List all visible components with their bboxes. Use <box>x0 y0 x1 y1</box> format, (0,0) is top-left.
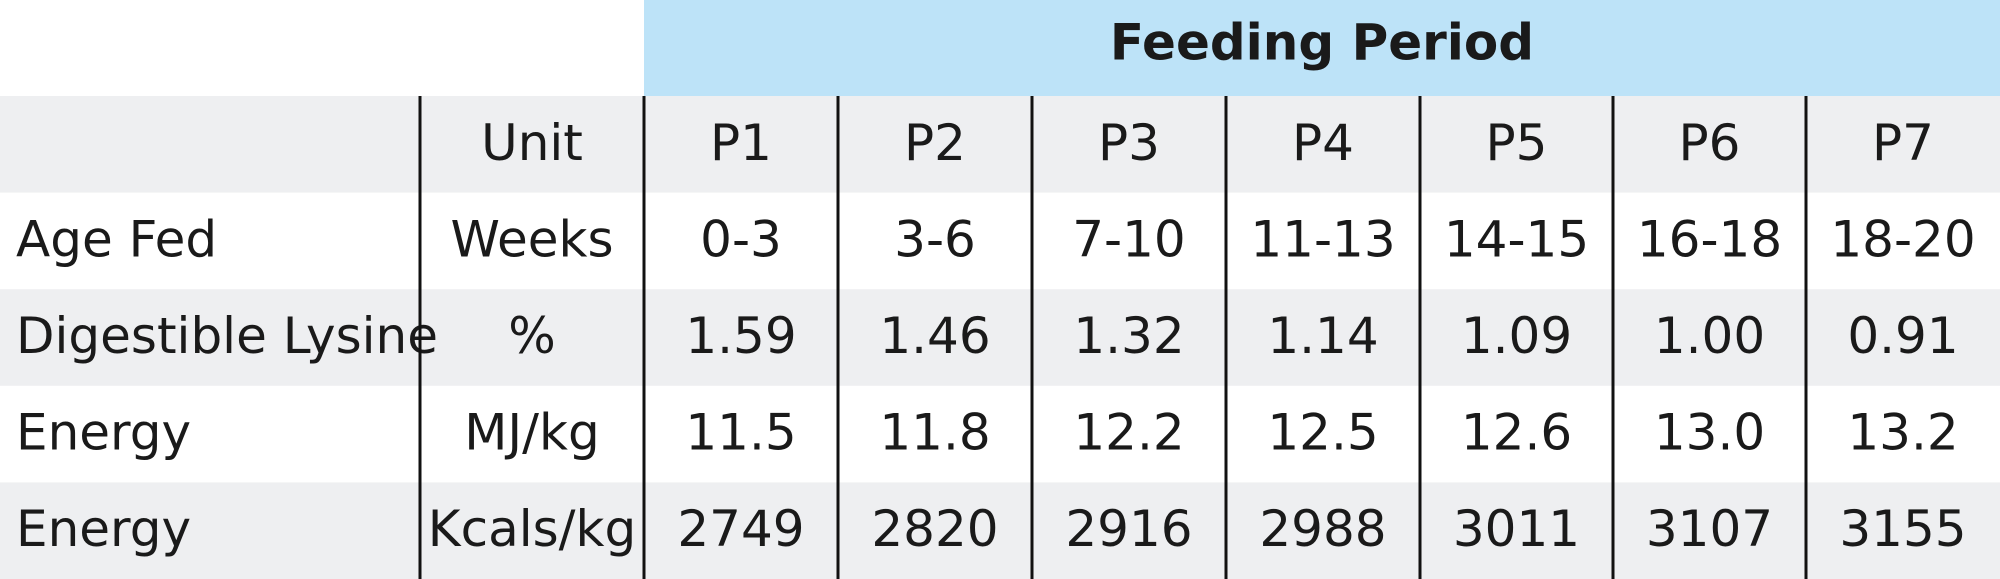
row-label: Age Fed <box>16 210 217 268</box>
column-header: P7 <box>1872 114 1934 172</box>
column-header: P4 <box>1292 114 1354 172</box>
cell: 1.32 <box>1073 307 1184 365</box>
cell: % <box>508 307 556 365</box>
column-header: P1 <box>710 114 772 172</box>
cell: 11.5 <box>685 404 796 462</box>
cell: 0-3 <box>700 210 782 268</box>
cell: 2916 <box>1065 500 1192 558</box>
column-header: P2 <box>904 114 966 172</box>
cell: 14-15 <box>1444 210 1589 268</box>
cell: 12.6 <box>1461 404 1572 462</box>
row-background <box>0 482 2000 579</box>
row-label: Digestible Lysine <box>16 307 438 365</box>
cell: 1.09 <box>1461 307 1572 365</box>
header-band <box>644 0 2000 96</box>
cell: 1.00 <box>1654 307 1765 365</box>
cell: 0.91 <box>1847 307 1958 365</box>
column-header: P6 <box>1679 114 1741 172</box>
table-title: Feeding Period <box>1110 14 1534 72</box>
column-header: Unit <box>481 114 583 172</box>
cell: 1.14 <box>1267 307 1378 365</box>
cell: 2988 <box>1259 500 1386 558</box>
column-header: P3 <box>1098 114 1160 172</box>
cell: Kcals/kg <box>428 500 636 558</box>
cell: 2820 <box>871 500 998 558</box>
cell: 12.2 <box>1073 404 1184 462</box>
cell: 3011 <box>1453 500 1580 558</box>
cell: 1.46 <box>879 307 990 365</box>
row-label: Energy <box>16 500 191 558</box>
cell: 13.2 <box>1847 404 1958 462</box>
cell: 11-13 <box>1250 210 1395 268</box>
cell: 3155 <box>1839 500 1966 558</box>
row-background <box>0 289 2000 386</box>
cell: 18-20 <box>1830 210 1975 268</box>
cell: 2749 <box>677 500 804 558</box>
cell: MJ/kg <box>464 404 599 462</box>
row-label: Energy <box>16 404 191 462</box>
cell: 1.59 <box>685 307 796 365</box>
row-background <box>0 96 2000 193</box>
cell: 12.5 <box>1267 404 1378 462</box>
cell: Weeks <box>450 210 613 268</box>
cell: 3107 <box>1646 500 1773 558</box>
cell: 11.8 <box>879 404 990 462</box>
column-header: P5 <box>1486 114 1548 172</box>
cell: 3-6 <box>894 210 976 268</box>
cell: 7-10 <box>1072 210 1185 268</box>
cell: 13.0 <box>1654 404 1765 462</box>
cell: 16-18 <box>1637 210 1782 268</box>
